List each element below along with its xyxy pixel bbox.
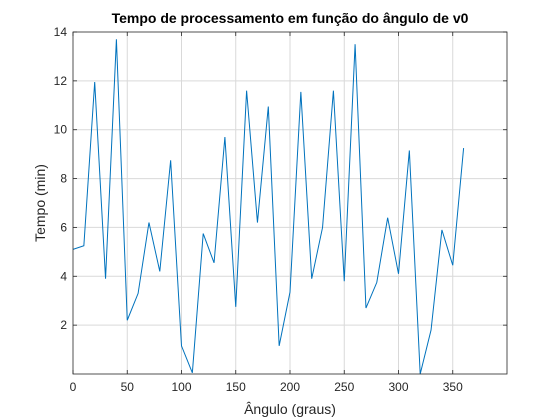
- grid-lines: [73, 32, 507, 374]
- y-tick-label: 14: [54, 25, 68, 39]
- chart-title: Tempo de processamento em função do ângu…: [112, 10, 469, 26]
- x-tick-label: 200: [280, 380, 300, 394]
- data-series: [72, 39, 465, 375]
- y-tick-label: 6: [60, 220, 67, 234]
- x-tick-label: 150: [226, 380, 246, 394]
- x-tick-label: 0: [70, 380, 77, 394]
- x-tick-label: 250: [334, 380, 354, 394]
- axis-ticks: 0 50 100 150 200 250 300 350 2 4 6 8 10 12 14: [54, 25, 507, 394]
- x-tick-label: 300: [388, 380, 408, 394]
- x-axis-label: Ângulo (graus): [244, 401, 336, 417]
- y-tick-label: 8: [60, 172, 67, 186]
- y-axis-label: Tempo (min): [32, 164, 48, 242]
- y-tick-label: 10: [54, 123, 68, 137]
- y-tick-label: 2: [60, 318, 67, 332]
- y-tick-label: 12: [54, 74, 68, 88]
- x-tick-label: 100: [171, 380, 191, 394]
- x-tick-label: 50: [121, 380, 135, 394]
- y-tick-label: 4: [60, 269, 67, 283]
- x-tick-label: 350: [443, 380, 463, 394]
- series-line: [72, 39, 465, 375]
